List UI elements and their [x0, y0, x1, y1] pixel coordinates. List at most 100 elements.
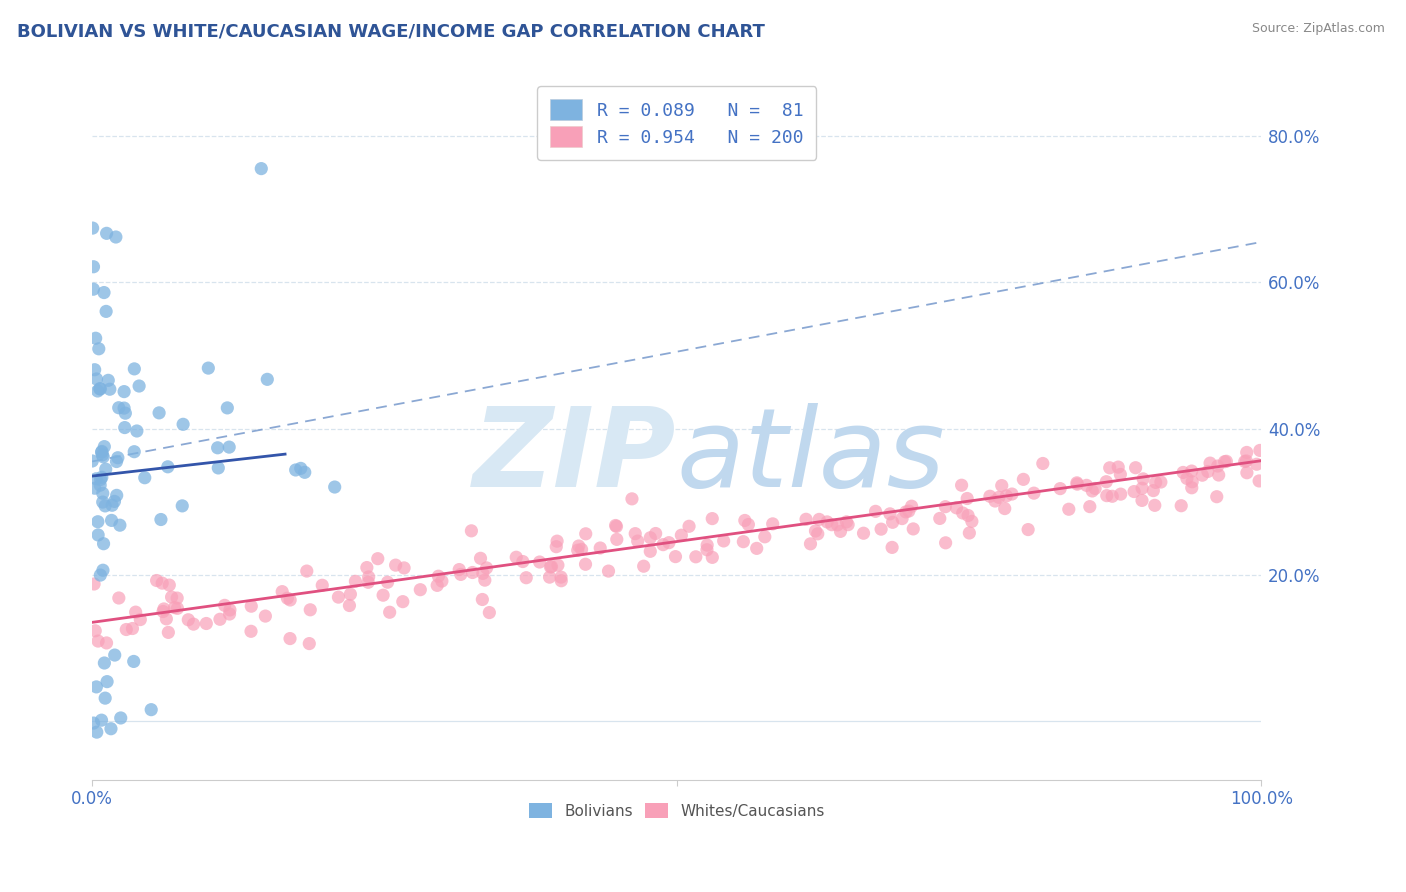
- Point: [357, 575, 380, 590]
- Point: [808, 512, 831, 526]
- Point: [208, 612, 231, 626]
- Point: [470, 551, 492, 566]
- Point: [1132, 472, 1154, 486]
- Point: [652, 538, 675, 552]
- Point: [574, 558, 596, 572]
- Point: [934, 500, 956, 514]
- Point: [538, 570, 561, 584]
- Point: [550, 570, 572, 584]
- Point: [284, 463, 307, 477]
- Point: [879, 507, 901, 521]
- Point: [271, 584, 294, 599]
- Point: [86, 372, 108, 386]
- Point: [87, 634, 110, 648]
- Point: [240, 624, 263, 639]
- Point: [571, 542, 593, 557]
- Point: [384, 558, 406, 573]
- Point: [1213, 455, 1236, 469]
- Point: [112, 384, 135, 399]
- Point: [100, 722, 122, 736]
- Point: [478, 606, 501, 620]
- Point: [1171, 466, 1194, 480]
- Point: [671, 528, 693, 542]
- Point: [702, 511, 724, 525]
- Point: [90, 470, 112, 484]
- Point: [94, 691, 117, 706]
- Point: [1109, 487, 1132, 501]
- Point: [882, 516, 904, 530]
- Point: [1123, 484, 1146, 499]
- Point: [945, 500, 967, 515]
- Point: [83, 481, 105, 495]
- Point: [1022, 486, 1045, 500]
- Point: [1095, 489, 1118, 503]
- Point: [471, 592, 494, 607]
- Point: [1101, 489, 1123, 503]
- Point: [1032, 457, 1054, 471]
- Point: [108, 518, 131, 533]
- Point: [1001, 487, 1024, 501]
- Point: [114, 420, 136, 434]
- Point: [430, 574, 453, 588]
- Point: [94, 499, 117, 513]
- Point: [1181, 481, 1204, 495]
- Point: [207, 461, 229, 475]
- Point: [987, 491, 1010, 505]
- Point: [1078, 500, 1101, 514]
- Point: [1175, 471, 1198, 485]
- Point: [957, 525, 980, 540]
- Point: [145, 574, 167, 588]
- Point: [1076, 478, 1098, 492]
- Point: [157, 625, 180, 640]
- Point: [112, 401, 135, 415]
- Point: [86, 384, 108, 398]
- Point: [1107, 460, 1129, 475]
- Point: [93, 440, 115, 454]
- Point: [134, 471, 156, 485]
- Point: [702, 550, 724, 565]
- Text: BOLIVIAN VS WHITE/CAUCASIAN WAGE/INCOME GAP CORRELATION CHART: BOLIVIAN VS WHITE/CAUCASIAN WAGE/INCOME …: [17, 22, 765, 40]
- Point: [367, 551, 389, 566]
- Point: [124, 362, 146, 376]
- Point: [107, 401, 129, 415]
- Point: [1191, 468, 1213, 483]
- Point: [392, 561, 415, 575]
- Point: [148, 406, 170, 420]
- Point: [1057, 502, 1080, 516]
- Point: [1181, 464, 1204, 478]
- Point: [827, 517, 849, 532]
- Point: [150, 576, 173, 591]
- Point: [84, 472, 107, 486]
- Point: [122, 655, 145, 669]
- Point: [93, 656, 115, 670]
- Point: [82, 221, 104, 235]
- Point: [114, 406, 136, 420]
- Point: [685, 549, 707, 564]
- Point: [129, 613, 152, 627]
- Point: [1197, 465, 1219, 479]
- Point: [515, 571, 537, 585]
- Point: [254, 609, 277, 624]
- Point: [1109, 467, 1132, 482]
- Point: [1236, 466, 1258, 480]
- Point: [633, 559, 655, 574]
- Point: [149, 512, 172, 526]
- Point: [217, 401, 239, 415]
- Point: [105, 454, 128, 468]
- Point: [547, 558, 569, 573]
- Point: [640, 531, 662, 545]
- Point: [589, 541, 612, 555]
- Point: [155, 612, 177, 626]
- Point: [627, 534, 650, 549]
- Point: [89, 382, 111, 396]
- Point: [96, 227, 118, 241]
- Point: [107, 450, 129, 465]
- Point: [754, 530, 776, 544]
- Point: [357, 570, 380, 584]
- Point: [218, 607, 240, 621]
- Point: [807, 526, 830, 541]
- Point: [620, 491, 643, 506]
- Point: [794, 512, 817, 526]
- Point: [278, 593, 301, 607]
- Point: [299, 603, 322, 617]
